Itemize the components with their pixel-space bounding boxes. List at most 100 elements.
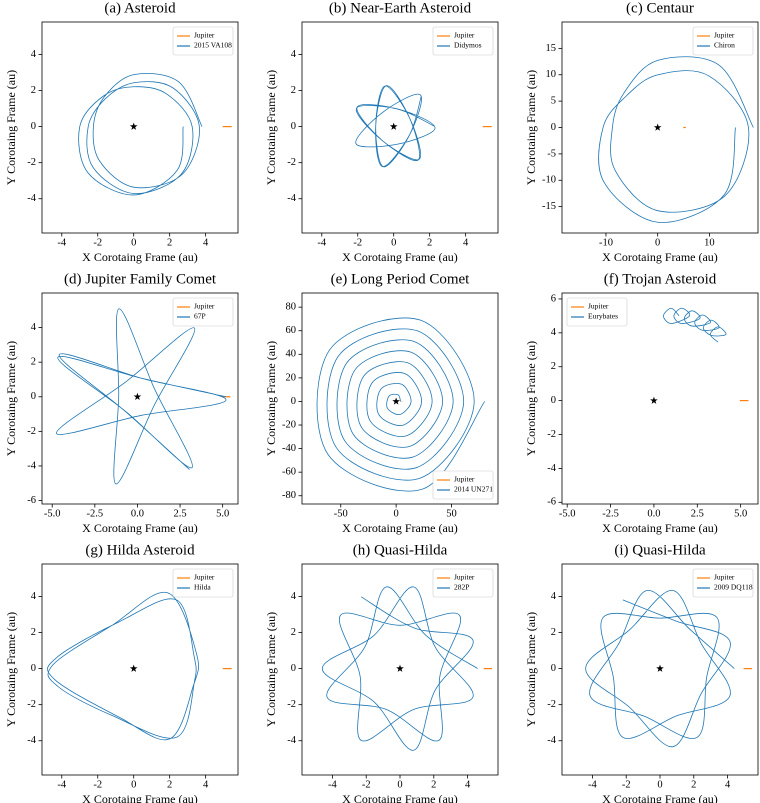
x-tick-label: 2 <box>691 779 696 790</box>
sun-marker <box>396 664 404 672</box>
x-tick-label: -4 <box>328 779 337 790</box>
y-tick-label: 2 <box>291 627 296 638</box>
orbit-line <box>316 317 486 492</box>
panel-title: (c) Centaur <box>626 0 694 16</box>
sun-marker <box>133 392 142 401</box>
x-tick-label: 0 <box>131 237 136 248</box>
plot-frame <box>561 563 759 776</box>
y-tick-label: 0 <box>551 122 556 133</box>
y-tick-label: -2 <box>547 699 556 710</box>
y-tick-label: 40 <box>286 349 297 360</box>
y-tick-label: 0 <box>551 663 556 674</box>
x-tick-label: 2.5 <box>173 508 186 519</box>
y-tick-label: 2 <box>551 361 556 372</box>
y-tick-label: 0 <box>551 395 556 406</box>
y-tick-label: 2 <box>31 357 36 368</box>
legend-label: Jupiter <box>194 573 215 582</box>
x-tick-label: 2 <box>431 779 436 790</box>
x-tick-label: -4 <box>57 779 66 790</box>
y-tick-label: 0 <box>31 391 36 402</box>
plot-area <box>321 586 493 751</box>
panel: (b) Near-Earth Asteroid X Corotaing Frame… <box>264 0 499 264</box>
legend-label: Jupiter <box>714 31 735 40</box>
plot-frame <box>41 21 239 234</box>
plot-area <box>585 590 753 748</box>
sun-marker <box>129 122 138 130</box>
sun-marker <box>392 397 400 405</box>
y-tick-label: 4 <box>31 322 37 333</box>
orbit-line <box>355 85 436 168</box>
x-tick-label: -2.5 <box>602 508 619 519</box>
x-tick-label: -4 <box>57 237 66 248</box>
y-tick-label: 4 <box>291 591 297 602</box>
x-tick-label: -10 <box>599 237 613 248</box>
x-axis-label: X Corotaing Frame (au) <box>82 250 198 264</box>
plot-frame <box>561 292 759 505</box>
legend-label: 2015 VA108 <box>194 41 232 50</box>
orbit-line <box>56 308 227 485</box>
plot-frame <box>301 563 499 776</box>
y-tick-label: -2 <box>287 699 296 710</box>
panel: (i) Quasi-Hilda X Corotaing Frame (au) Y C… <box>524 542 759 803</box>
legend-label: Hilda <box>194 583 211 592</box>
plot-area <box>56 308 231 485</box>
x-tick-label: 0 <box>393 508 398 519</box>
x-tick-label: 2 <box>427 237 432 248</box>
panel: (f) Trojan Asteroid X Corotaing Frame (au… <box>524 271 759 535</box>
x-tick-label: 5.0 <box>216 508 229 519</box>
panel-title: (f) Trojan Asteroid <box>604 271 717 287</box>
x-axis-label: X Corotaing Frame (au) <box>342 250 458 264</box>
panel-title: (d) Jupiter Family Comet <box>64 271 217 287</box>
sun-marker <box>389 122 398 130</box>
x-tick-label: 0.0 <box>647 508 660 519</box>
y-tick-label: 0 <box>291 121 296 132</box>
legend-label: Jupiter <box>714 573 735 582</box>
y-tick-label: -4 <box>27 460 36 471</box>
y-axis-label: Y Corotaing Frame (au) <box>4 612 18 727</box>
y-tick-label: 0 <box>291 663 296 674</box>
x-tick-label: 0 <box>655 237 660 248</box>
panel-title: (h) Quasi-Hilda <box>353 542 448 558</box>
panel-title: (a) Asteroid <box>104 0 176 16</box>
x-tick-label: 2 <box>167 779 172 790</box>
y-tick-label: 10 <box>546 69 557 80</box>
y-tick-label: -60 <box>282 467 296 478</box>
x-tick-label: -2 <box>622 779 631 790</box>
y-tick-label: 4 <box>31 49 37 60</box>
x-axis-label: X Corotaing Frame (au) <box>342 521 458 535</box>
y-tick-label: 6 <box>551 293 556 304</box>
y-axis-label: Y Corotaing Frame (au) <box>264 70 278 185</box>
x-tick-label: 5.0 <box>734 508 747 519</box>
y-axis-label: Y Corotaing Frame (au) <box>264 612 278 727</box>
y-tick-label: 2 <box>291 85 296 96</box>
y-tick-label: -2 <box>27 699 36 710</box>
x-tick-label: 2 <box>167 237 172 248</box>
y-tick-label: -10 <box>542 175 556 186</box>
y-tick-label: -4 <box>547 463 556 474</box>
panel: (a) Asteroid X Corotaing Frame (au) Y Coro… <box>4 0 239 264</box>
panel: (c) Centaur X Corotaing Frame (au) Y Corot… <box>524 0 759 264</box>
panel: (d) Jupiter Family Comet X Corotaing Fram… <box>4 271 239 535</box>
y-tick-label: 2 <box>31 627 36 638</box>
plot-frame <box>301 292 499 505</box>
y-tick-label: -2 <box>287 157 296 168</box>
x-tick-label: -2 <box>353 237 362 248</box>
y-axis-label: Y Corotaing Frame (au) <box>524 612 538 727</box>
x-tick-label: -2 <box>93 237 102 248</box>
x-axis-label: X Corotaing Frame (au) <box>342 792 458 803</box>
legend-label: Chiron <box>714 41 735 50</box>
orbit-line <box>47 591 199 741</box>
sun-marker <box>656 664 664 672</box>
orbit-line <box>585 590 735 748</box>
x-tick-label: 0 <box>131 779 136 790</box>
plot-area <box>650 307 749 404</box>
orbit-line <box>321 586 478 751</box>
y-tick-label: -6 <box>547 497 556 508</box>
plot-frame <box>41 292 239 505</box>
x-tick-label: 0 <box>391 237 396 248</box>
plot-area <box>78 73 232 196</box>
y-tick-label: 5 <box>551 96 556 107</box>
